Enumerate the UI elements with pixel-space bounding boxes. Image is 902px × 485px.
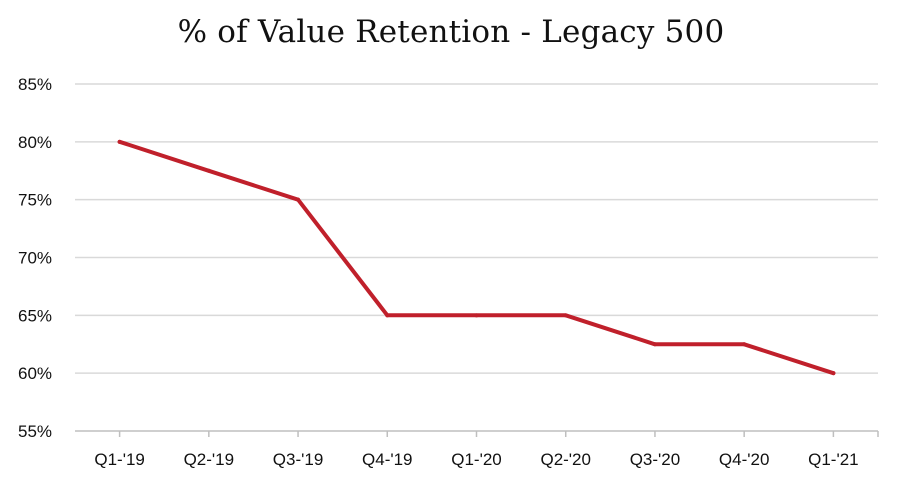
y-tick-label: 70% <box>18 249 52 268</box>
x-tick-label: Q1-'19 <box>94 450 145 469</box>
x-axis <box>75 430 879 437</box>
data-point <box>385 313 390 318</box>
x-tick-label: Q3-'20 <box>630 450 681 469</box>
x-tick-label: Q4-'20 <box>719 450 770 469</box>
data-point <box>742 342 747 347</box>
y-tick-label: 65% <box>18 306 52 325</box>
gridlines <box>75 83 878 374</box>
y-axis-tick-labels: 55% 60% 65% 70% 75% 80% 85% <box>18 75 52 441</box>
x-tick-label: Q4-'19 <box>362 450 413 469</box>
y-tick-label: 55% <box>18 422 52 441</box>
x-tick-label: Q3-'19 <box>273 450 324 469</box>
series <box>117 139 836 376</box>
data-point <box>117 139 122 144</box>
y-tick-label: 80% <box>18 133 52 152</box>
data-point <box>652 342 657 347</box>
data-point <box>206 168 211 173</box>
x-tick-label: Q1-'20 <box>451 450 502 469</box>
chart-title: % of Value Retention - Legacy 500 <box>177 14 725 50</box>
x-axis-tick-labels: Q1-'19 Q2-'19 Q3-'19 Q4-'19 Q1-'20 Q2-'20 Q3-'… <box>94 450 858 469</box>
y-tick-label: 60% <box>18 364 52 383</box>
x-tick-label: Q1-'21 <box>808 450 859 469</box>
data-point <box>831 371 836 376</box>
data-point <box>563 313 568 318</box>
y-tick-label: 75% <box>18 191 52 210</box>
data-point <box>474 313 479 318</box>
x-tick-label: Q2-'20 <box>540 450 591 469</box>
x-tick-label: Q2-'19 <box>184 450 235 469</box>
y-tick-label: 85% <box>18 75 52 94</box>
data-point <box>296 197 301 202</box>
